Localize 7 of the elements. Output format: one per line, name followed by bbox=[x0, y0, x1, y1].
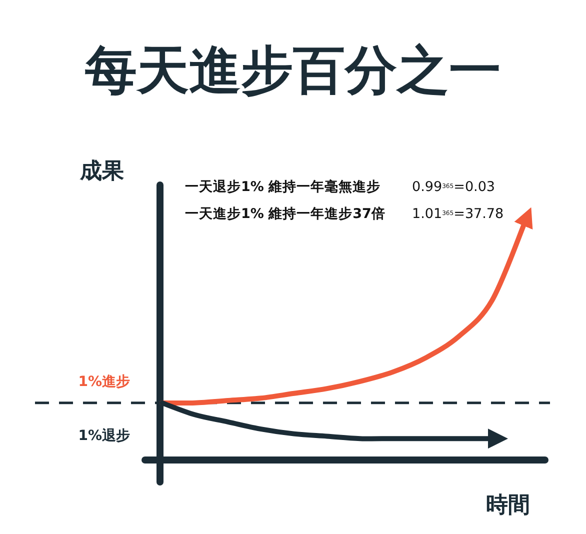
annotation: 0.99$^{365}$=0.03 bbox=[412, 179, 496, 195]
ylabel: 成果 bbox=[80, 159, 124, 184]
title: 每天進步百分之一 bbox=[85, 41, 501, 101]
annotation: 1.01$^{365}$=37.78 bbox=[412, 206, 504, 222]
annotation: 一天進步1% 維持一年進步37倍 bbox=[185, 206, 386, 222]
annotation: 一天退步1% 維持一年毫無進步 bbox=[185, 179, 381, 195]
xlabel: 時間 bbox=[486, 493, 530, 518]
